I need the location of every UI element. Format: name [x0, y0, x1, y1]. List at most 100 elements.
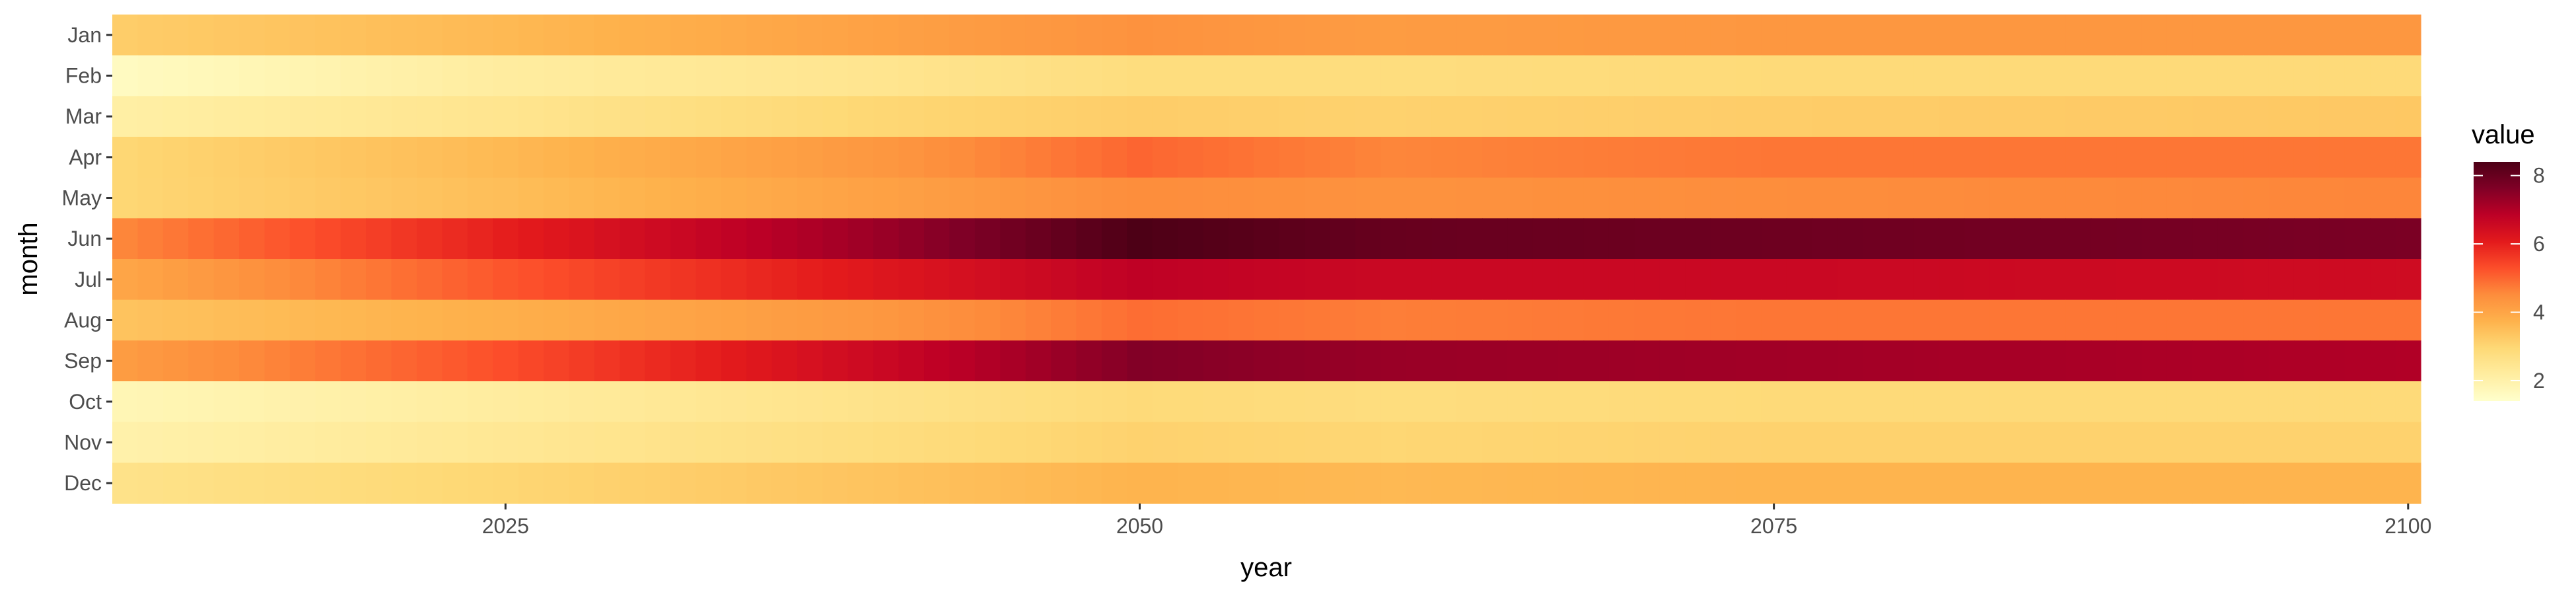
heatmap-cell — [1964, 463, 1990, 504]
heatmap-cell — [188, 340, 215, 382]
heatmap-cell — [620, 259, 646, 301]
heatmap-cell — [1203, 422, 1229, 463]
heatmap-cell — [1482, 340, 1508, 382]
heatmap-cell — [1761, 55, 1787, 96]
heatmap-cell — [1659, 259, 1686, 301]
heatmap-cell — [1964, 96, 1990, 137]
heatmap-cell — [340, 96, 367, 137]
heatmap-cell — [1279, 381, 1305, 423]
heatmap-cell — [2344, 177, 2371, 219]
heatmap-cell — [721, 96, 747, 137]
heatmap-cell — [569, 137, 595, 178]
heatmap-cell — [1051, 218, 1077, 260]
heatmap-cell — [1355, 96, 1381, 137]
heatmap-cell — [822, 218, 849, 260]
heatmap-cell — [1305, 422, 1331, 463]
heatmap-cell — [1025, 218, 1052, 260]
heatmap-cell — [442, 218, 468, 260]
heatmap-cell — [112, 55, 139, 96]
heatmap-cell — [264, 218, 291, 260]
heatmap-cell — [1380, 299, 1407, 341]
heatmap-cell — [1152, 422, 1178, 463]
heatmap-cell — [1380, 463, 1407, 504]
heatmap-cell — [2065, 381, 2092, 423]
heatmap-cell — [1482, 55, 1508, 96]
heatmap-cell — [2091, 299, 2117, 341]
heatmap-cell — [416, 340, 443, 382]
heatmap-cell — [2217, 422, 2244, 463]
heatmap-cell — [289, 340, 316, 382]
heatmap-cell — [1507, 422, 1534, 463]
heatmap-cell — [949, 15, 976, 56]
heatmap-cell — [721, 15, 747, 56]
heatmap-cell — [949, 96, 976, 137]
heatmap-cell — [1532, 15, 1559, 56]
heatmap-cell — [1431, 15, 1458, 56]
heatmap-cell — [340, 218, 367, 260]
heatmap-cell — [974, 218, 1001, 260]
heatmap-cell — [898, 259, 925, 301]
heatmap-cell — [112, 218, 139, 260]
heatmap-cell — [1558, 96, 1585, 137]
heatmap-cell — [518, 259, 544, 301]
heatmap-cell — [1152, 15, 1178, 56]
heatmap-cell — [797, 422, 823, 463]
heatmap-cell — [1507, 96, 1534, 137]
heatmap-cell — [1812, 55, 1838, 96]
heatmap-cell — [2040, 218, 2066, 260]
heatmap-cell — [771, 463, 798, 504]
heatmap-cell — [1786, 55, 1812, 96]
heatmap-cell — [594, 463, 620, 504]
heatmap-cell — [1888, 218, 1914, 260]
heatmap-cell — [949, 299, 976, 341]
heatmap-cell — [2217, 299, 2244, 341]
heatmap-cell — [2370, 177, 2396, 219]
heatmap-cell — [1279, 463, 1305, 504]
heatmap-cell — [822, 463, 849, 504]
heatmap-cell — [2091, 177, 2117, 219]
heatmap-cell — [1786, 177, 1812, 219]
heatmap-cell — [391, 340, 417, 382]
heatmap-cell — [1964, 137, 1990, 178]
heatmap-cell — [239, 381, 266, 423]
heatmap-cell — [822, 381, 849, 423]
heatmap-cell — [594, 15, 620, 56]
heatmap-cell — [2243, 137, 2270, 178]
heatmap-cell — [2192, 137, 2219, 178]
heatmap-cell — [1254, 463, 1280, 504]
heatmap-cell — [2141, 55, 2168, 96]
heatmap-cell — [1025, 96, 1052, 137]
heatmap-cell — [467, 340, 493, 382]
heatmap-cell — [416, 137, 443, 178]
heatmap-cell — [1025, 55, 1052, 96]
heatmap-cell — [1659, 55, 1686, 96]
heatmap-cell — [1989, 218, 2016, 260]
heatmap-cell — [1507, 55, 1534, 96]
heatmap-cell — [2268, 218, 2295, 260]
heatmap-cell — [1837, 340, 1863, 382]
heatmap-cell — [112, 381, 139, 423]
heatmap-cell — [620, 55, 646, 96]
heatmap-cell — [2065, 177, 2092, 219]
heatmap-cell — [442, 340, 468, 382]
heatmap-cell — [696, 55, 722, 96]
heatmap-cell — [1736, 96, 1762, 137]
heatmap-cell — [696, 381, 722, 423]
legend-tick-label: 6 — [2533, 232, 2545, 256]
heatmap-cell — [2091, 55, 2117, 96]
heatmap-cell — [2166, 340, 2193, 382]
heatmap-cell — [569, 422, 595, 463]
heatmap-cell — [264, 299, 291, 341]
heatmap-cell — [1532, 137, 1559, 178]
heatmap-cell — [1888, 96, 1914, 137]
heatmap-cell — [264, 381, 291, 423]
heatmap-cell — [1406, 218, 1432, 260]
heatmap-cell — [2192, 55, 2219, 96]
heatmap-cell — [442, 55, 468, 96]
heatmap-cell — [1634, 177, 1661, 219]
heatmap-cell — [1406, 259, 1432, 301]
heatmap-cell — [1761, 137, 1787, 178]
heatmap-cell — [1051, 463, 1077, 504]
heatmap-cell — [2116, 15, 2143, 56]
